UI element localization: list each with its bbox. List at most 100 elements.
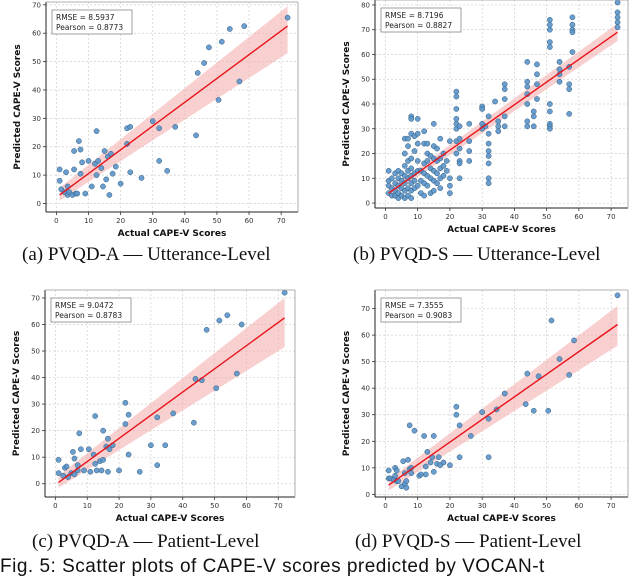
data-point — [522, 401, 529, 407]
data-point — [100, 427, 106, 434]
scatter-plot-a: 0 10 20 30 40 50 60 70 0 10 20 30 40 50 60 70 RMSE = 8.5… — [13, 1, 299, 239]
data-point — [154, 462, 161, 469]
rmse-label: RMSE = 7.3555 — [385, 301, 444, 310]
data-point — [501, 113, 508, 120]
data-point — [466, 158, 473, 164]
data-point — [88, 183, 95, 190]
data-point — [106, 192, 113, 198]
x-tick-label: 10 — [413, 213, 422, 221]
x-tick-label: 60 — [574, 502, 583, 510]
data-point — [614, 19, 621, 26]
x-tick-label: 0 — [54, 217, 58, 225]
data-point — [100, 456, 106, 463]
data-point — [453, 106, 460, 112]
data-point — [85, 446, 92, 453]
data-point — [422, 471, 429, 478]
y-tick-label: 0 — [36, 480, 40, 488]
x-tick-label: 10 — [83, 502, 92, 510]
y-tick-label: 60 — [361, 332, 370, 340]
data-point — [434, 145, 440, 152]
y-tick-label: 0 — [37, 200, 41, 208]
x-tick-label: 0 — [53, 502, 57, 510]
y-tick-label: 20 — [32, 143, 41, 151]
data-point — [389, 175, 395, 182]
data-point — [430, 468, 437, 475]
data-point — [479, 106, 486, 112]
data-point — [63, 169, 69, 176]
data-point — [112, 163, 119, 170]
data-point — [556, 356, 563, 362]
data-point — [56, 166, 63, 173]
data-point — [408, 155, 415, 162]
regression-line — [388, 323, 618, 486]
data-point — [447, 462, 453, 469]
data-point — [403, 484, 410, 491]
data-point — [569, 29, 576, 36]
y-tick-label: 30 — [361, 411, 370, 419]
y-axis-label: Predicted CAPE-V Scores — [342, 41, 352, 166]
data-point — [453, 116, 460, 122]
x-tick-label: 10 — [413, 502, 422, 510]
x-tick-label: 50 — [210, 502, 219, 510]
caption-c: (c) PVQD-A — Patient-Level — [32, 531, 260, 552]
data-point — [122, 399, 129, 406]
data-point — [238, 321, 245, 328]
data-point — [524, 123, 531, 130]
data-point — [535, 373, 542, 380]
data-point — [226, 26, 233, 32]
pearson-label: Pearson = 0.8783 — [55, 311, 122, 320]
data-point — [191, 419, 197, 426]
data-point — [403, 478, 410, 484]
data-point — [76, 138, 82, 144]
x-tick-label: 60 — [574, 213, 583, 221]
data-point — [534, 61, 540, 68]
data-point — [216, 317, 223, 324]
data-point — [547, 26, 553, 33]
data-point — [79, 159, 85, 166]
x-axis-label: Actual CAPE-V Scores — [447, 225, 556, 235]
data-point — [105, 435, 111, 442]
data-point — [411, 148, 418, 154]
data-point — [218, 38, 225, 45]
data-point — [206, 44, 212, 51]
stats-box — [51, 9, 133, 35]
data-point — [485, 130, 492, 137]
data-point — [524, 78, 531, 85]
data-point — [215, 97, 222, 103]
data-point — [77, 446, 84, 453]
data-point — [95, 158, 102, 164]
x-axis-label: Actual CAPE-V Scores — [447, 514, 556, 524]
data-point — [466, 148, 473, 154]
pearson-label: Pearson = 0.8773 — [56, 23, 123, 32]
data-point — [85, 158, 92, 164]
data-point — [430, 187, 437, 194]
data-point — [414, 182, 421, 189]
y-tick-label: 80 — [361, 1, 370, 9]
data-point — [414, 116, 421, 122]
data-point — [172, 124, 179, 130]
data-point — [447, 190, 453, 196]
data-point — [485, 148, 492, 154]
data-point — [224, 312, 231, 319]
data-point — [466, 120, 473, 127]
data-point — [105, 468, 111, 475]
data-point — [548, 317, 555, 324]
data-point — [101, 148, 108, 154]
y-tick-label: 0 — [366, 200, 370, 208]
x-tick-label: 10 — [84, 217, 93, 225]
data-point — [127, 169, 134, 176]
data-point — [443, 158, 450, 164]
x-tick-label: 20 — [116, 217, 125, 225]
data-point — [453, 411, 460, 418]
data-point — [93, 128, 100, 134]
y-tick-label: 0 — [366, 491, 370, 499]
data-point — [393, 467, 400, 474]
data-point — [501, 86, 508, 92]
data-point — [524, 118, 531, 125]
data-point — [485, 175, 492, 182]
data-point — [418, 471, 424, 478]
data-point — [566, 86, 573, 92]
data-point — [82, 190, 89, 197]
data-point — [456, 422, 463, 429]
x-tick-label: 20 — [115, 502, 124, 510]
